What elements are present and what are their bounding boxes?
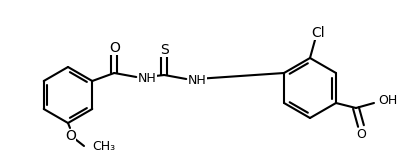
Text: Cl: Cl [311,26,325,40]
Text: NH: NH [138,73,157,85]
Text: CH₃: CH₃ [92,140,115,152]
Text: O: O [65,129,76,143]
Text: OH: OH [378,94,397,106]
Text: O: O [109,41,120,55]
Text: NH: NH [188,75,207,88]
Text: S: S [160,43,168,57]
Text: O: O [356,128,366,140]
